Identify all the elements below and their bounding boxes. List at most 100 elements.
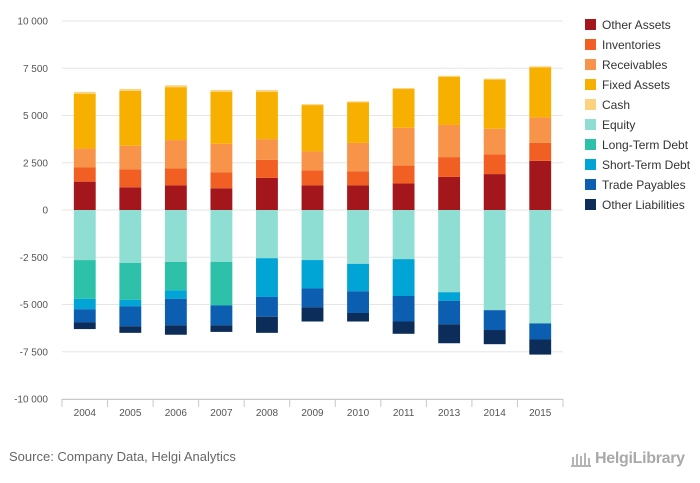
legend-swatch (585, 59, 596, 70)
bar-segment (256, 139, 278, 160)
bar-segment (164, 185, 187, 210)
bar-segment (347, 313, 369, 322)
x-tick-label: 2014 (484, 408, 507, 419)
bar-segment (347, 185, 369, 210)
legend-label: Cash (602, 98, 630, 112)
bar-segment (164, 140, 187, 169)
y-tick-label: 5 000 (23, 111, 48, 122)
y-tick-label: -10 000 (14, 395, 48, 406)
bar-segment (483, 330, 506, 345)
bar-segment (73, 167, 96, 182)
y-tick-label: 2 500 (23, 158, 48, 169)
bar-segment (256, 89, 278, 92)
bar-segment (164, 87, 187, 141)
bar-segment (529, 66, 552, 68)
bar-segment (210, 325, 233, 332)
x-tick-label: 2006 (165, 408, 188, 419)
bar-segment (301, 151, 324, 171)
bar-segment (301, 288, 324, 308)
bar-segment (483, 310, 506, 331)
bar-segment (164, 290, 187, 299)
bar-segment (73, 91, 96, 94)
bar-segment (73, 181, 96, 210)
legend-label: Trade Payables (602, 178, 686, 192)
legend-swatch (585, 159, 596, 170)
bar-segment (210, 261, 233, 306)
bar-segment (483, 154, 506, 175)
bar-segment (301, 260, 324, 289)
bar-segment (392, 210, 415, 260)
bar-segment (301, 185, 324, 210)
bar-segment (119, 326, 142, 333)
bar-segment (119, 90, 142, 146)
bar-segment (301, 210, 324, 261)
legend-swatch (585, 19, 596, 30)
legend-label: Long-Term Debt (602, 138, 689, 152)
bar-segment (392, 89, 415, 128)
library-columns-icon (571, 453, 591, 467)
legend-swatch (585, 79, 596, 90)
bar-segment (438, 324, 461, 344)
bars (73, 66, 552, 355)
legend-swatch (585, 139, 596, 150)
y-tick-label: 7 500 (23, 64, 48, 75)
bar-segment (438, 157, 461, 177)
legend-swatch (585, 199, 596, 210)
legend-swatch (585, 39, 596, 50)
legend-swatch (585, 179, 596, 190)
bar-segment (529, 117, 552, 143)
x-tick-label: 2013 (438, 408, 461, 419)
bar-segment (347, 210, 369, 264)
bar-segment (438, 76, 461, 125)
y-tick-label: 10 000 (17, 17, 48, 28)
bar-segment (529, 160, 552, 210)
bar-segment (119, 262, 142, 300)
bar-segment (438, 124, 461, 158)
bar-segment (392, 127, 415, 166)
bar-segment (256, 258, 278, 297)
bar-segment (73, 309, 96, 323)
bar-segment (347, 142, 369, 172)
bar-segment (73, 93, 96, 149)
bar-segment (529, 67, 552, 118)
axes: 10 000 7 500 5 000 2 500 0 -2 500 -5 000 -7 500… (14, 17, 564, 419)
bar-segment (119, 210, 142, 263)
bar-segment (438, 292, 461, 301)
legend-label: Fixed Assets (602, 78, 670, 92)
bar-segment (256, 177, 278, 210)
x-tick-label: 2009 (301, 408, 324, 419)
x-tick-label: 2008 (256, 408, 279, 419)
bar-segment (301, 105, 324, 152)
bar-segment (73, 260, 96, 299)
bar-segment (256, 91, 278, 140)
bar-segment (529, 210, 552, 324)
bar-segment (119, 169, 142, 188)
brand-name: HelgiLibrary (595, 450, 685, 467)
bar-segment (483, 210, 506, 311)
x-tick-label: 2011 (393, 408, 415, 419)
bar-segment (210, 89, 233, 92)
bar-segment (210, 210, 233, 262)
bar-segment (164, 168, 187, 186)
bar-segment (301, 104, 324, 106)
bar-segment (256, 296, 278, 317)
bar-segment (438, 300, 461, 325)
bar-segment (347, 101, 369, 103)
bar-segment (529, 339, 552, 355)
bar-segment (73, 298, 96, 310)
bar-segment (438, 75, 461, 77)
bar-segment (483, 78, 506, 80)
y-tick-label: -7 500 (20, 347, 49, 358)
bar-segment (301, 170, 324, 186)
bar-segment (529, 323, 552, 340)
bar-segment (392, 321, 415, 334)
bar-segment (256, 316, 278, 333)
legend-label: Short-Term Debt (602, 158, 691, 172)
x-tick-label: 2005 (119, 408, 142, 419)
legend-label: Inventories (602, 38, 661, 52)
x-tick-label: 2015 (529, 408, 552, 419)
bar-segment (210, 91, 233, 144)
bar-segment (347, 102, 369, 143)
brand-logo: HelgiLibrary (570, 448, 685, 470)
legend-label: Other Liabilities (602, 198, 685, 212)
